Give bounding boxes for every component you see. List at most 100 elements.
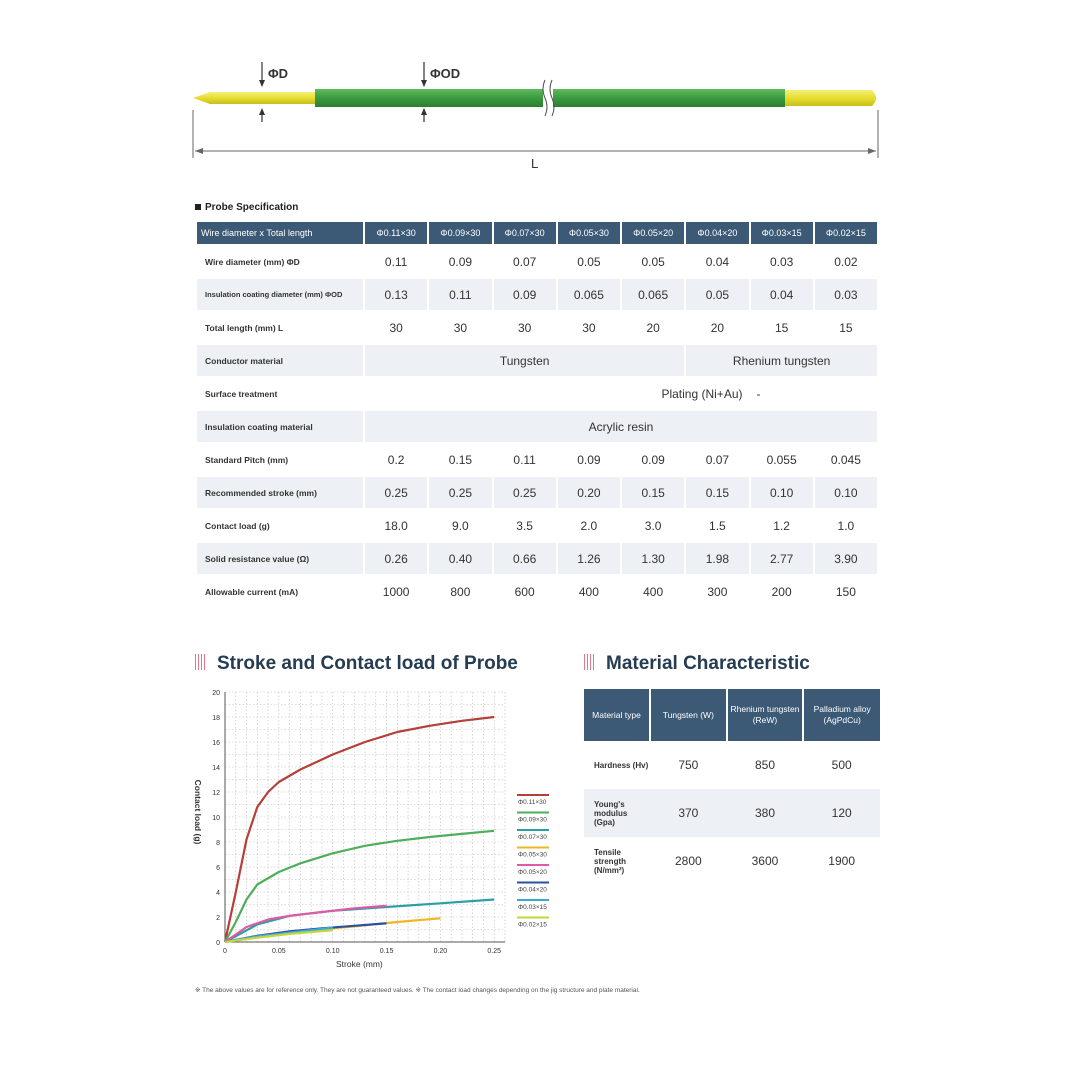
cell: 400 bbox=[643, 584, 664, 599]
legend-label: Φ0.11×30 bbox=[518, 799, 547, 806]
cell: 0.03 bbox=[769, 254, 794, 269]
spec-row-conductor: Conductor material Tungsten Rhenium tung… bbox=[197, 345, 877, 376]
cell: 0.05 bbox=[686, 279, 749, 310]
cell: 30 bbox=[389, 320, 403, 335]
legend-label: Φ0.09×30 bbox=[518, 817, 547, 824]
material-header-cell: Material type bbox=[584, 689, 650, 741]
spec-row-load: Contact load (g) 18.0 9.0 3.5 2.0 3.0 1.… bbox=[197, 510, 877, 541]
material-row-hardness: Hardness (Hv) 750 850 500 bbox=[584, 741, 880, 789]
spec-table: Wire diameter x Total length Φ0.11×30 Φ0… bbox=[195, 220, 879, 609]
cell-rhenium-tungsten: Rhenium tungsten bbox=[686, 345, 877, 376]
cell: 0.055 bbox=[766, 452, 797, 467]
cell: 2.0 bbox=[580, 518, 598, 533]
spec-row-coating-diameter: Insulation coating diameter (mm) ΦOD 0.1… bbox=[197, 279, 877, 310]
x-tick-label: 0.25 bbox=[487, 948, 501, 955]
cell-dash: - bbox=[756, 386, 761, 401]
cell: 0.04 bbox=[750, 279, 813, 310]
cell: 0.11 bbox=[429, 279, 492, 310]
y-tick-label: 8 bbox=[216, 840, 220, 847]
y-tick-label: 20 bbox=[212, 690, 220, 697]
spec-row-wire-diameter: Wire diameter (mm) ΦD 0.11 0.09 0.07 0.0… bbox=[197, 246, 877, 277]
row-label: Insulation coating diameter (mm) ΦOD bbox=[197, 279, 363, 310]
cell: 20 bbox=[710, 320, 725, 335]
cell: 9.0 bbox=[452, 518, 469, 533]
material-row-tensile: Tensile strength (N/mm²) 2800 3600 1900 bbox=[584, 837, 880, 885]
legend-label: Φ0.02×15 bbox=[518, 922, 547, 929]
cell: 370 bbox=[650, 789, 727, 837]
cell: 0.04 bbox=[705, 254, 730, 269]
probe-end bbox=[785, 90, 876, 106]
cell: 0.07 bbox=[512, 254, 537, 269]
y-tick-label: 6 bbox=[216, 865, 220, 872]
wire-diameter-label: ΦD bbox=[268, 66, 289, 81]
cell: 200 bbox=[771, 584, 792, 599]
title-bars-icon bbox=[584, 654, 596, 670]
cell: 30 bbox=[517, 320, 532, 335]
cell: 0.20 bbox=[557, 477, 620, 508]
cell: 1.2 bbox=[773, 518, 790, 533]
spec-section-title: Probe Specification bbox=[195, 202, 298, 213]
cell: 0.02 bbox=[834, 254, 858, 269]
title-bars-icon bbox=[195, 654, 207, 670]
length-label: L bbox=[531, 156, 539, 171]
row-label: Contact load (g) bbox=[205, 520, 270, 531]
cell: 2800 bbox=[674, 854, 702, 868]
cell: 0.26 bbox=[365, 543, 428, 574]
legend-label: Φ0.03×15 bbox=[518, 904, 547, 911]
cell: 15 bbox=[839, 320, 853, 335]
cell: 850 bbox=[754, 758, 775, 772]
spec-col-header: Φ0.05×20 bbox=[622, 222, 685, 244]
row-label: Hardness (Hv) bbox=[594, 760, 649, 770]
cell: 1.0 bbox=[837, 518, 855, 533]
probe-break bbox=[543, 80, 553, 116]
spec-col-header: Φ0.07×30 bbox=[493, 222, 556, 244]
cell: 1000 bbox=[382, 584, 410, 599]
y-tick-label: 0 bbox=[216, 940, 220, 947]
spec-header-label: Wire diameter x Total length bbox=[197, 222, 363, 244]
cell: 500 bbox=[831, 758, 852, 772]
legend-label: Φ0.05×30 bbox=[518, 852, 547, 859]
cell: 0.2 bbox=[387, 452, 405, 467]
cell: 0.15 bbox=[686, 477, 749, 508]
row-label: Tensile strength (N/mm²) bbox=[594, 847, 626, 875]
cell: 0.66 bbox=[493, 543, 556, 574]
cell: 0.25 bbox=[365, 477, 428, 508]
cell: 380 bbox=[726, 789, 804, 837]
cell: 1.26 bbox=[557, 543, 620, 574]
y-tick-label: 10 bbox=[212, 815, 220, 822]
cell: 300 bbox=[707, 584, 728, 599]
row-label: Young's modulus (Gpa) bbox=[584, 789, 650, 837]
row-label: Insulation coating material bbox=[197, 411, 363, 442]
spec-col-header: Φ0.02×15 bbox=[814, 222, 877, 244]
series-line bbox=[223, 715, 495, 943]
x-tick-label: 0.10 bbox=[326, 948, 340, 955]
material-table: Material type Tungsten (W) Rhenium tungs… bbox=[584, 689, 880, 885]
cell: 15 bbox=[774, 320, 789, 335]
legend-label: Φ0.07×30 bbox=[518, 834, 547, 841]
cell: 1.5 bbox=[709, 518, 726, 533]
cell: 0.05 bbox=[641, 254, 665, 269]
cell: 18.0 bbox=[384, 518, 408, 533]
spec-col-header: Φ0.03×15 bbox=[750, 222, 813, 244]
cell-tungsten: Tungsten bbox=[365, 345, 685, 376]
series-line bbox=[224, 904, 387, 943]
cell: 0.09 bbox=[577, 452, 601, 467]
cell: 0.40 bbox=[429, 543, 492, 574]
cell: 30 bbox=[582, 320, 596, 335]
cell: 0.07 bbox=[705, 452, 730, 467]
spec-row-surface: Surface treatment Plating (Ni+Au) - bbox=[197, 378, 877, 409]
cell: 2.77 bbox=[750, 543, 813, 574]
cell: 1900 bbox=[828, 854, 855, 868]
footnote: ※ The above values are for reference onl… bbox=[195, 987, 640, 994]
cell: 0.15 bbox=[622, 477, 685, 508]
cell: 0.11 bbox=[513, 452, 536, 467]
row-label: Solid resistance value (Ω) bbox=[197, 543, 363, 574]
y-tick-label: 2 bbox=[216, 915, 220, 922]
cell: 0.15 bbox=[448, 452, 473, 467]
cell: 0.13 bbox=[365, 279, 428, 310]
y-axis-title: Contact load (g) bbox=[193, 780, 203, 845]
cell: 0.045 bbox=[830, 452, 861, 467]
spec-col-header: Φ0.09×30 bbox=[429, 222, 492, 244]
spec-header-row: Wire diameter x Total length Φ0.11×30 Φ0… bbox=[197, 222, 877, 244]
spec-col-header: Φ0.04×20 bbox=[686, 222, 749, 244]
